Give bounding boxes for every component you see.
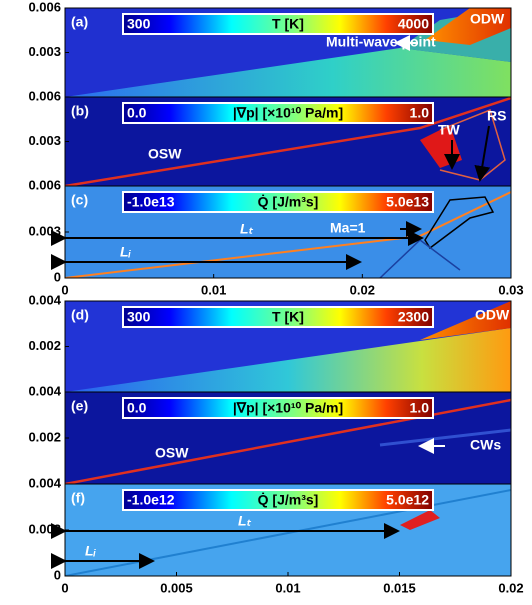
x-tick-label: 0.01 (275, 580, 300, 595)
annotation: Multi-wave point (326, 34, 436, 50)
annotation: Lₜ (238, 513, 252, 529)
annotation: TW (438, 122, 461, 138)
y-tick-label: 0.006 (28, 88, 61, 103)
y-tick-label: 0.002 (28, 521, 61, 536)
x-tick-label: 0.03 (498, 282, 523, 297)
annotation: Ma=1 (330, 220, 366, 236)
colorbar-title: Q̇ [J/m³s] (258, 492, 319, 508)
colorbar-max: 5.0e13 (386, 194, 429, 210)
annotation: CWs (470, 437, 501, 453)
panel-label: (e) (71, 398, 88, 414)
panel: (c) -1.0e13 Q̇ [J/m³s] 5.0e13 Ma=1 Lₜ Lᵢ 0 0.003… (28, 177, 523, 297)
panel-label: (d) (71, 307, 89, 323)
y-tick-label: 0.003 (28, 133, 61, 148)
colorbar-max: 4000 (398, 16, 429, 32)
x-tick-label: 0.02 (498, 580, 523, 595)
panel-label: (a) (71, 14, 88, 30)
annotation: Lᵢ (85, 543, 97, 559)
y-tick-label: 0.004 (28, 383, 61, 398)
y-tick-label: 0.004 (28, 475, 61, 490)
panel: (d) 300 T [K] 2300 ODW 0.002 0.004 (28, 292, 511, 392)
panel: (a) 300 T [K] 4000 ODW Multi-wave point 0.003 0… (28, 0, 511, 97)
colorbar-min: 0.0 (127, 105, 147, 121)
panel: (f) -1.0e12 Q̇ [J/m³s] 5.0e12 Lₜ Lᵢ 0 0.002 0.00… (28, 475, 523, 595)
colorbar-title: T [K] (272, 16, 304, 32)
y-tick-label: 0.006 (28, 177, 61, 192)
x-tick-label: 0 (61, 580, 68, 595)
colorbar-min: -1.0e13 (127, 194, 175, 210)
annotation: Lᵢ (120, 244, 132, 260)
y-tick-label: 0.003 (28, 223, 61, 238)
x-tick-label: 0 (61, 282, 68, 297)
y-tick-label: 0.002 (28, 429, 61, 444)
y-tick-label: 0.004 (28, 292, 61, 307)
colorbar-min: 300 (127, 16, 151, 32)
y-tick-label: 0 (54, 269, 61, 284)
figure: (a)300T [K]4000ODWMulti-wave point0.0030… (0, 0, 532, 600)
annotation: RS (487, 108, 506, 124)
x-tick-label: 0.01 (201, 282, 226, 297)
colorbar-title: T [K] (272, 309, 304, 325)
y-tick-label: 0.002 (28, 338, 61, 353)
colorbar-title: Q̇ [J/m³s] (258, 194, 319, 210)
annotation: OSW (148, 146, 182, 162)
colorbar-title: |∇p| [×10¹⁰ Pa/m] (233, 400, 343, 416)
x-tick-label: 0.005 (160, 580, 193, 595)
colorbar-min: -1.0e12 (127, 492, 175, 508)
colorbar-title: |∇p| [×10¹⁰ Pa/m] (233, 105, 343, 121)
panel-label: (c) (71, 192, 88, 208)
colorbar-min: 300 (127, 309, 151, 325)
colorbar-max: 1.0 (410, 400, 430, 416)
panel: (e) 0.0 |∇p| [×10¹⁰ Pa/m] 1.0 OSW CWs 0.002 0.0… (28, 383, 511, 484)
y-tick-label: 0.003 (28, 44, 61, 59)
annotation: ODW (475, 307, 510, 323)
colorbar-max: 1.0 (410, 105, 430, 121)
panel: (b) 0.0 |∇p| [×10¹⁰ Pa/m] 1.0 OSW TW RS 0.003 0.… (28, 88, 511, 186)
colorbar-max: 5.0e12 (386, 492, 429, 508)
y-tick-label: 0.006 (28, 0, 61, 14)
annotation: OSW (155, 445, 189, 461)
x-tick-label: 0.02 (350, 282, 375, 297)
y-tick-label: 0 (54, 567, 61, 582)
annotation: ODW (470, 11, 505, 27)
panel-label: (b) (71, 103, 89, 119)
colorbar-min: 0.0 (127, 400, 147, 416)
colorbar-max: 2300 (398, 309, 429, 325)
panel-label: (f) (71, 490, 85, 506)
x-tick-label: 0.015 (383, 580, 416, 595)
annotation: Lₜ (240, 221, 254, 237)
